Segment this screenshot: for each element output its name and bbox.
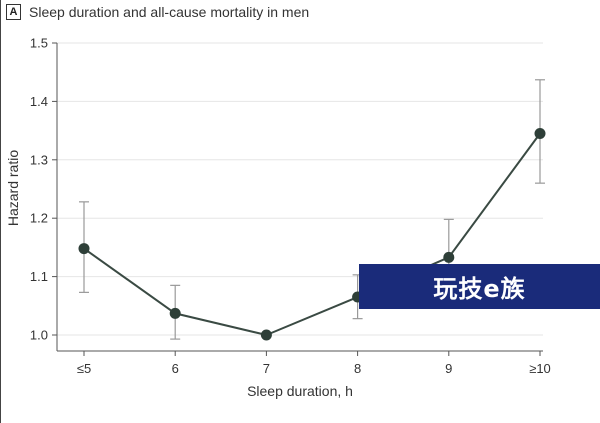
axes — [52, 42, 543, 356]
series-path — [83, 132, 541, 337]
y-tick-label-5: 1.5 — [30, 36, 48, 51]
y-tick-label-4: 1.4 — [30, 94, 48, 109]
data-point-0 — [78, 243, 90, 255]
x-tick-label-3: 8 — [354, 361, 361, 376]
y-axis-title: Hazard ratio — [5, 150, 21, 226]
data-point-2 — [260, 329, 272, 341]
panel-header: A Sleep duration and all-cause mortality… — [6, 3, 309, 21]
x-tick-label-0: ≤5 — [77, 361, 91, 376]
panel-letter: A — [6, 4, 21, 20]
y-tick-label-3: 1.3 — [30, 152, 48, 167]
x-tick-label-4: 9 — [445, 361, 452, 376]
series-line — [83, 132, 541, 337]
y-tick-label-1: 1.1 — [30, 269, 48, 284]
x-tick-labels: ≤5 6 7 8 9 ≥10 — [77, 361, 551, 376]
x-tick-label-1: 6 — [172, 361, 179, 376]
data-point-4 — [443, 251, 455, 263]
chart-title: Sleep duration and all-cause mortality i… — [29, 4, 310, 20]
y-tick-labels: 1.0 1.1 1.2 1.3 1.4 1.5 — [30, 36, 48, 343]
data-points — [78, 128, 546, 341]
watermark-banner: 玩技e族 — [359, 264, 600, 309]
watermark-text: 玩技e族 — [433, 275, 526, 303]
left-border-rule — [0, 0, 1, 423]
y-tick-label-2: 1.2 — [30, 211, 48, 226]
x-tick-label-5: ≥10 — [529, 361, 551, 376]
data-point-1 — [169, 307, 181, 319]
x-axis-title: Sleep duration, h — [247, 383, 353, 399]
y-tick-label-0: 1.0 — [30, 328, 48, 343]
data-point-5 — [534, 128, 546, 140]
x-tick-label-2: 7 — [263, 361, 270, 376]
